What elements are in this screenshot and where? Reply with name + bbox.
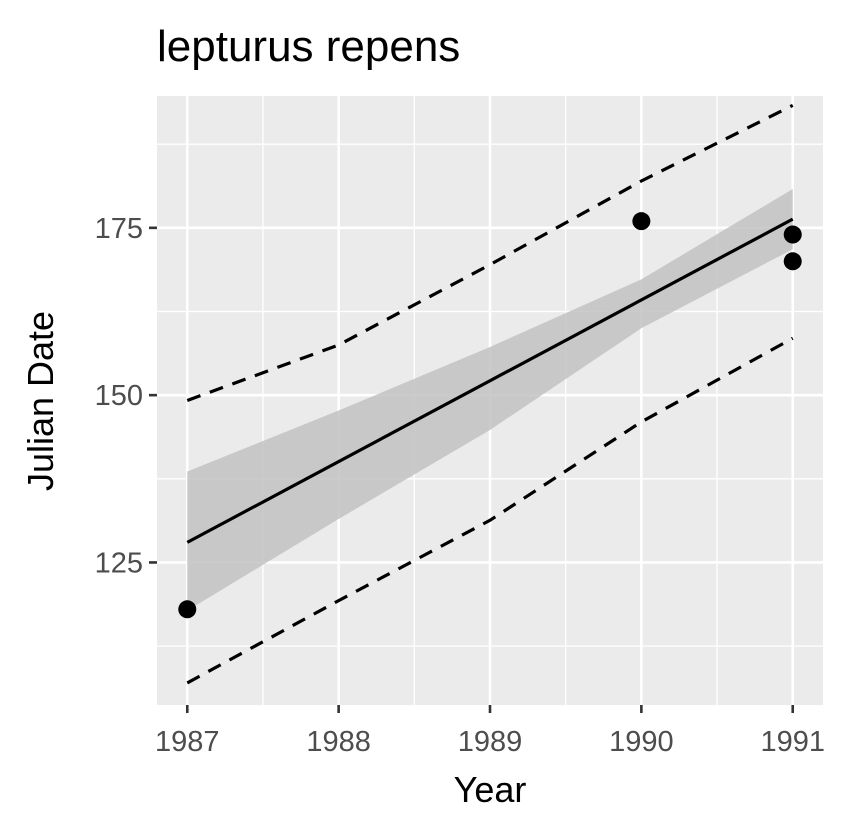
y-axis: 125 150 175 (95, 213, 157, 579)
fit-line (186, 217, 794, 544)
prediction-upper-line (186, 103, 794, 403)
data-point (178, 600, 197, 619)
prediction-lower-line (186, 336, 794, 685)
x-tick-label: 1989 (458, 726, 523, 758)
x-tick-label: 1987 (155, 726, 220, 758)
y-axis-title: Julian Date (20, 311, 61, 491)
y-tick-label: 150 (95, 380, 143, 412)
x-axis: 1987 1988 1989 1990 1991 (155, 705, 825, 758)
fit-line-layer (186, 217, 794, 544)
confidence-band-layer (187, 189, 793, 611)
x-axis-title: Year (454, 769, 527, 810)
x-tick-label: 1990 (609, 726, 674, 758)
x-tick-label: 1988 (306, 726, 371, 758)
points-layer (178, 212, 802, 619)
data-point (632, 212, 651, 231)
y-tick-label: 175 (95, 213, 143, 245)
chart-title: lepturus repens (157, 22, 460, 71)
y-tick-label: 125 (95, 547, 143, 579)
x-tick-label: 1991 (760, 726, 825, 758)
data-point (783, 225, 802, 244)
confidence-band (187, 189, 793, 611)
data-point (783, 252, 802, 271)
prediction-interval-layer (186, 103, 794, 685)
